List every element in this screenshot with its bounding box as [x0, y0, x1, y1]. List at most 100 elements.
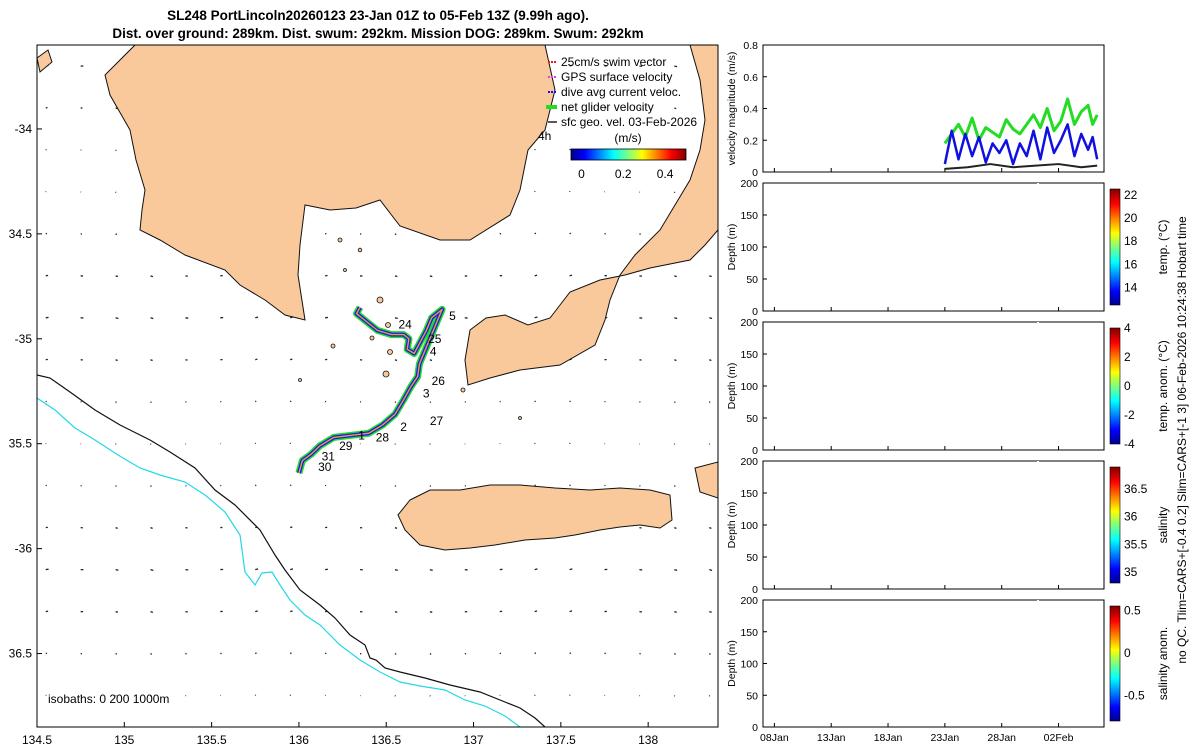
- geo-vector: [115, 610, 119, 613]
- panel-y-tick-label: 0: [752, 445, 758, 457]
- colorbar-tick-label: 20: [1124, 211, 1138, 225]
- geo-vector: [569, 400, 571, 403]
- geo-vector: [674, 317, 678, 320]
- geo-vector: [429, 359, 433, 362]
- colorbar-label: salinity anom.: [1156, 627, 1170, 700]
- geo-vector: [569, 568, 573, 571]
- geo-vector: [429, 652, 432, 655]
- geo-vector: [394, 610, 398, 613]
- map-y-tick-label: 34.5: [9, 227, 33, 241]
- velocity-series-line: [943, 123, 1099, 166]
- isobath-note: isobaths: 0 200 1000m: [48, 692, 169, 706]
- isobath-1000m: [37, 397, 521, 727]
- legend-gps-velocity: GPS surface velocity: [548, 70, 672, 84]
- section-colorbar: [1109, 605, 1121, 722]
- panel-y-tick-label: 50: [746, 274, 758, 286]
- day-label: 2: [400, 420, 407, 434]
- geo-vector: [534, 484, 537, 487]
- geo-vector: [569, 274, 573, 277]
- map-colorbar-tick-label: 0.2: [615, 167, 632, 181]
- geo-vector: [289, 610, 293, 613]
- velocity-series-line: [944, 163, 1098, 170]
- panel-y-tick-label: 200: [740, 595, 758, 607]
- geo-vector: [534, 232, 537, 235]
- map-x-tick-label: 134.5: [22, 733, 52, 747]
- geo-vector: [674, 65, 678, 68]
- map-colorbar-tick-label: 0.4: [657, 167, 674, 181]
- panel-y-tick-label: 0: [752, 722, 758, 734]
- day-label: 29: [339, 439, 353, 453]
- panel-y-tick-label: 100: [740, 659, 758, 671]
- colorbar-tick-label: 36.5: [1124, 482, 1148, 496]
- day-label: 26: [432, 374, 446, 388]
- geo-vector: [289, 358, 293, 361]
- panel-y-tick-label: 100: [740, 520, 758, 532]
- legend-geo-velocity: sfc geo. vel. 03-Feb-2026: [548, 115, 697, 129]
- map-x-tick-label: 136: [289, 733, 309, 747]
- panel-y-tick-label: 0: [752, 584, 758, 596]
- geo-vector: [289, 400, 292, 403]
- land-mainland-se: [694, 461, 718, 499]
- geo-vector: [534, 274, 538, 277]
- salinity-anomaly-panel: 0 50 100 150 200 Depth (m) 0.5 0 -0.5 salinity an…: [726, 595, 1170, 734]
- colorbar-tick-label: 18: [1124, 234, 1138, 248]
- geo-vector: [534, 400, 537, 403]
- geo-vector: [255, 358, 258, 361]
- geo-vector: [115, 317, 119, 320]
- day-label: 27: [430, 414, 444, 428]
- geo-vector: [115, 401, 117, 403]
- colorbar-tick-label: -4: [1124, 437, 1135, 451]
- geo-vector: [709, 317, 713, 320]
- map-x-ticks: 134.5 135 135.5 136 136.5 137 137.5 138: [22, 722, 658, 747]
- panel-y-tick-label: 50: [746, 690, 758, 702]
- legend-label-swim: 25cm/s swim vector: [561, 55, 666, 69]
- geo-vector: [255, 610, 258, 613]
- velocity-series-line: [943, 97, 1099, 145]
- colorbar-label: temp. (°C): [1156, 220, 1170, 275]
- day-label: 30: [318, 460, 332, 474]
- time-tick-label: 08Jan: [760, 732, 789, 744]
- geo-vector: [150, 527, 153, 530]
- geo-vector: [115, 652, 118, 655]
- panel-y-tick-label: 0.6: [743, 72, 758, 84]
- geo-vector: [115, 359, 118, 362]
- section-colorbar: [1109, 188, 1121, 306]
- title-line-2: Dist. over ground: 289km. Dist. swum: 29…: [112, 26, 643, 41]
- geo-vector: [255, 568, 259, 571]
- geo-vector: [534, 316, 538, 319]
- legend-net-velocity: net glider velocity: [546, 100, 654, 114]
- map-x-tick-label: 135.5: [197, 733, 227, 747]
- geo-vector: [115, 568, 119, 571]
- geo-vector: [709, 359, 712, 362]
- geo-vector: [569, 484, 571, 487]
- geo-vector: [674, 652, 676, 655]
- map-x-tick-label: 136.5: [371, 733, 401, 747]
- geo-vector: [674, 107, 677, 110]
- map-y-ticks: -34 34.5 -35 35.5 -36 36.5: [9, 122, 42, 661]
- panel-y-tick-label: 150: [740, 627, 758, 639]
- geo-vector: [150, 359, 153, 362]
- geo-vector: [429, 610, 433, 613]
- panel-y-tick-label: 0.2: [743, 135, 758, 147]
- geo-vector: [290, 568, 294, 571]
- map-legend: 25cm/s swim vector GPS surface velocity …: [538, 55, 697, 181]
- geo-vector: [569, 652, 572, 655]
- salinity-panel: 0 50 100 150 200 Depth (m) 36.5 36 35.5 35 salinit…: [726, 456, 1170, 596]
- map-colorbar-label: (m/s): [614, 131, 641, 145]
- geo-vector: [289, 652, 292, 655]
- colorbar-tick-label: 14: [1124, 281, 1138, 295]
- colorbar-tick-label: -0.5: [1124, 688, 1145, 702]
- geo-vector: [254, 652, 257, 655]
- geo-vector: [289, 484, 292, 487]
- time-tick-label: 28Jan: [987, 732, 1016, 744]
- land-eyre-peninsula: [104, 45, 556, 321]
- geo-vector: [150, 485, 152, 487]
- day-label: 28: [376, 431, 390, 445]
- land-kangaroo-island: [397, 484, 673, 551]
- colorbar-tick-label: 0: [1124, 379, 1131, 393]
- map-y-tick-label: -35: [15, 332, 33, 346]
- geo-vector: [150, 568, 154, 572]
- colorbar-label: salinity: [1156, 507, 1170, 544]
